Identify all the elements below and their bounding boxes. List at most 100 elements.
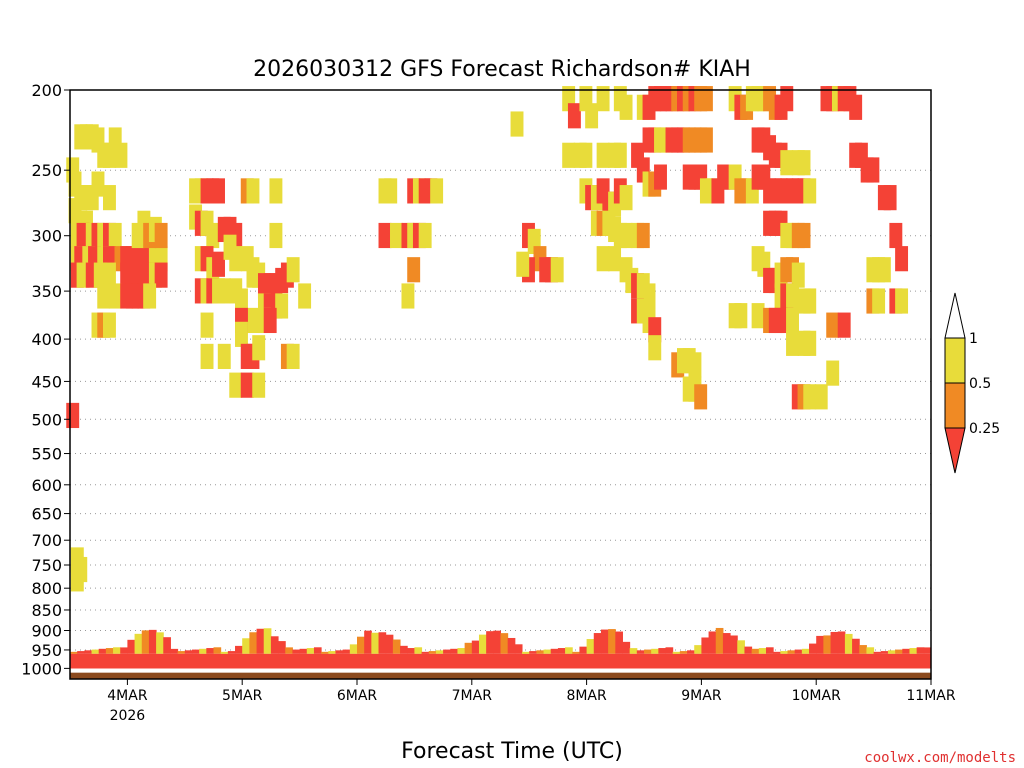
y-tick-label: 650 (31, 505, 62, 524)
ri-cell (286, 257, 300, 283)
y-tick-label: 700 (31, 531, 62, 550)
ri-cell (872, 288, 886, 314)
ri-cell (510, 111, 524, 137)
surface-cell (414, 647, 423, 654)
surface-cell (916, 647, 925, 654)
surface-cell (507, 637, 516, 654)
surface-cell (156, 632, 164, 654)
ri-cell (654, 164, 667, 190)
ri-cell (596, 86, 610, 112)
ri-cell (596, 246, 610, 272)
surface-cell (758, 648, 767, 654)
surface-cell (84, 650, 93, 654)
ri-cell (797, 150, 811, 176)
ri-cell (579, 142, 593, 168)
chart-title: 2026030312 GFS Forecast Richardson# KIAH (253, 57, 751, 82)
surface-cell (105, 648, 114, 654)
ri-cell (66, 402, 80, 429)
surface-cell (679, 651, 688, 654)
surface-cell (134, 633, 143, 654)
ri-cell (229, 246, 243, 272)
surface-cell (852, 638, 860, 654)
surface-cell (321, 651, 329, 654)
surface-cell (407, 648, 415, 654)
ri-cell (217, 278, 231, 304)
surface-cell (665, 647, 674, 654)
surface-cell (902, 648, 910, 654)
ri-cell (895, 288, 909, 314)
surface-cell (715, 627, 724, 654)
surface-cell (572, 651, 580, 654)
ri-cell (298, 283, 312, 309)
ri-cell (200, 312, 214, 338)
surface-cell (708, 631, 717, 654)
surface-cell (335, 650, 344, 654)
x-tick-label: 7MAR (452, 688, 493, 704)
surface-cell (191, 649, 200, 654)
ri-cell (418, 222, 432, 249)
surface-cell (687, 650, 695, 654)
ri-cell (103, 312, 116, 338)
surface-cell (730, 635, 738, 654)
ri-cell (430, 178, 444, 204)
surface-cell (428, 651, 437, 654)
y-tick-label: 1000 (21, 659, 62, 678)
x-axis-label: Forecast Time (UTC) (401, 739, 623, 764)
ri-cell (252, 335, 266, 361)
surface-cell (579, 646, 588, 654)
surface-cell (529, 651, 537, 654)
surface-cell (694, 645, 702, 654)
surface-cell (113, 647, 121, 654)
surface-cell (873, 651, 882, 654)
ri-cell (619, 222, 633, 249)
surface-cell (177, 651, 186, 654)
surface-cell (70, 651, 78, 654)
ri-cell (229, 372, 243, 398)
ri-cell (608, 246, 622, 272)
surface-cell (909, 648, 918, 654)
ri-cell (252, 372, 266, 398)
surface-cell (421, 651, 430, 654)
colorbar: 1 0.5 0.25 (944, 292, 1000, 474)
ri-cell (877, 257, 891, 283)
surface-cell (120, 647, 128, 654)
ri-cell (246, 178, 260, 204)
ri-cell (734, 303, 748, 329)
ri-cell (780, 150, 794, 176)
y-tick-label: 450 (31, 372, 62, 391)
surface-cell (220, 651, 229, 654)
surface-cell (170, 648, 179, 654)
surface-cell (514, 644, 523, 654)
surface-cell (593, 633, 602, 654)
surface-cell (328, 651, 336, 654)
surface-cell (184, 650, 193, 654)
surface-cell (378, 632, 387, 654)
ri-cell (780, 86, 794, 112)
surface-cell (77, 651, 85, 654)
surface-cell (385, 634, 394, 654)
surface-band (70, 653, 931, 671)
ri-cell (103, 262, 116, 288)
ri-cell (883, 185, 897, 211)
ri-cell (108, 283, 122, 309)
ri-cell (694, 384, 708, 410)
surface-cell (550, 648, 559, 654)
ri-cell (91, 171, 105, 197)
ri-cell (613, 142, 627, 168)
ri-cell (619, 185, 633, 211)
surface-cell (443, 649, 451, 654)
surface-cell (127, 639, 136, 654)
surface-cell (242, 638, 250, 654)
surface-cell (837, 631, 846, 654)
ri-cell (826, 360, 840, 386)
surface-cell (543, 649, 552, 654)
ri-cell (803, 384, 817, 410)
ri-cell (286, 343, 300, 369)
surface-cell (227, 651, 236, 654)
surface-cell (615, 631, 623, 654)
ri-cell (516, 251, 530, 277)
colorbar-top-arrow (944, 292, 966, 339)
surface-cell (371, 632, 380, 654)
surface-cell (471, 640, 480, 654)
ri-cell (217, 343, 231, 369)
